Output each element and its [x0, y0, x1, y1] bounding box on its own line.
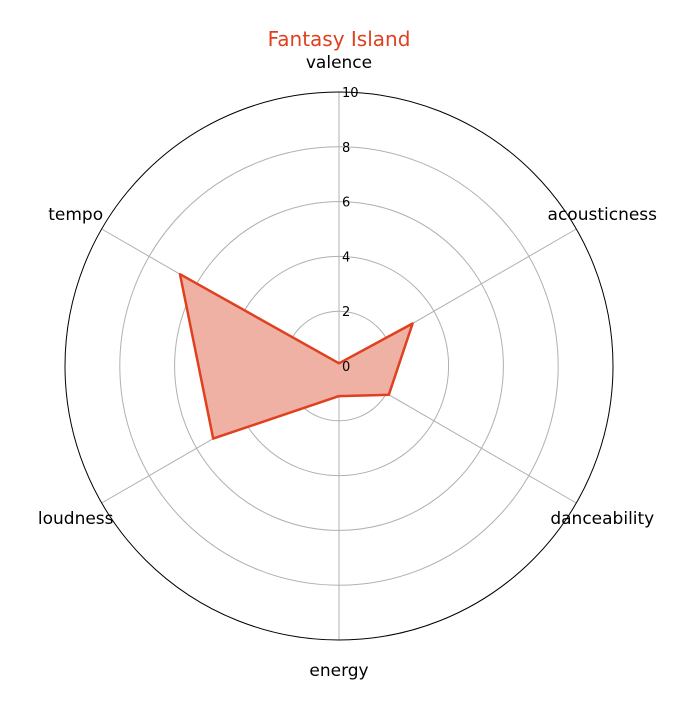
axis-label-acousticness: acousticness [548, 205, 658, 225]
axis-label-energy: energy [309, 661, 368, 681]
axis-label-tempo: tempo [48, 205, 103, 225]
chart-title: Fantasy Island [268, 27, 411, 51]
label-layer: 0 2 4 6 8 10 valence acousticness danceability en… [38, 53, 657, 681]
series-layer [178, 272, 414, 440]
series-area-0 [180, 274, 413, 439]
r-tick-label: 8 [342, 141, 350, 156]
r-tick-label: 4 [342, 250, 350, 265]
series-line-0 [178, 272, 414, 440]
axis-label-valence: valence [306, 53, 372, 73]
r-tick-label: 6 [342, 196, 350, 211]
r-tick-label: 0 [342, 360, 350, 375]
r-tick-label: 2 [342, 305, 350, 320]
axis-label-danceability: danceability [550, 509, 654, 529]
axis-label-loudness: loudness [38, 509, 114, 529]
r-tick-label: 10 [342, 86, 359, 101]
outer-frame [64, 91, 614, 641]
